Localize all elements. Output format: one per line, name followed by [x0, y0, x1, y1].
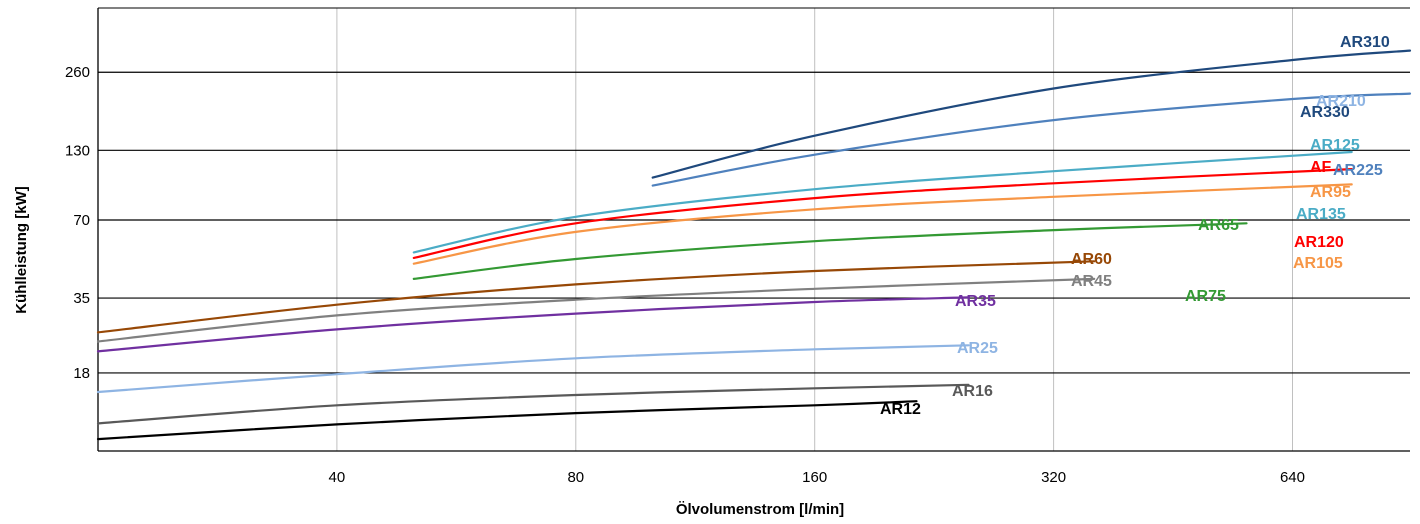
x-tick-label: 320: [1041, 469, 1066, 486]
series-line-ar35: [96, 296, 970, 353]
series-label-ar75: AR75: [1185, 288, 1226, 305]
series-line-ar12: [96, 400, 918, 441]
series-label-ar95: AR95: [1310, 184, 1351, 201]
series-label-ar310: AR310: [1340, 34, 1390, 51]
series-line-ar65: [412, 222, 1248, 280]
series-label-ar120: AR120: [1294, 234, 1344, 251]
x-tick-label: 40: [329, 469, 346, 486]
y-axis-title: Kühlleistung [kW]: [13, 186, 30, 314]
series-line-ar310: [651, 49, 1412, 179]
series-label-ar45: AR45: [1071, 273, 1112, 290]
x-axis-title: Ölvolumenstrom [l/min]: [676, 501, 844, 518]
x-tick-label: 80: [567, 469, 584, 486]
series-line-ar16: [96, 383, 970, 425]
x-gridlines: [336, 8, 1293, 451]
series-line-ar25: [96, 344, 970, 394]
series-label-ar330: AR330: [1300, 104, 1350, 121]
x-tick-label: 160: [802, 469, 827, 486]
y-tick-labels: 18 35 70 130 260: [65, 64, 90, 382]
y-tick-label: 260: [65, 64, 90, 81]
series-line-ar60: [96, 260, 1096, 334]
series-label-ar125: AR125: [1310, 137, 1360, 154]
series-label-ar105: AR105: [1293, 255, 1343, 272]
series-lines: [96, 49, 1412, 441]
series-label-ar210: AR210: [1316, 93, 1366, 110]
series-label-ar225: AR225: [1333, 162, 1383, 179]
series-label-ar16: AR16: [952, 383, 993, 400]
series-label-ar65: AR65: [1198, 217, 1239, 234]
series-label-ar12: AR12: [880, 401, 921, 418]
series-line-ar210: [651, 92, 1412, 187]
series-label-ar35: AR35: [955, 293, 996, 310]
y-tick-label: 18: [73, 365, 90, 382]
y-tick-label: 130: [65, 142, 90, 159]
series-line-ar120: [412, 168, 1353, 259]
series-line-ar95: [412, 183, 1353, 265]
x-tick-labels: 40 80 160 320 640: [329, 469, 1305, 486]
series-label-ar60: AR60: [1071, 251, 1112, 268]
series-line-ar45: [96, 277, 1096, 343]
series-label-af: AF: [1310, 159, 1332, 176]
series-line-ar125: [412, 150, 1353, 254]
y-tick-label: 70: [73, 212, 90, 229]
series-label-ar135: AR135: [1296, 206, 1346, 223]
series-label-ar25: AR25: [957, 340, 998, 357]
x-tick-label: 640: [1280, 469, 1305, 486]
y-tick-label: 35: [73, 290, 90, 307]
